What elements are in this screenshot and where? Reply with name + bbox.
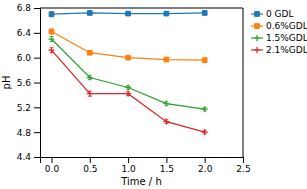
tick-mark (90, 157, 91, 163)
tick-mark (34, 107, 40, 108)
frame-line (40, 8, 243, 9)
tick: 4.8 (17, 128, 40, 138)
point (87, 75, 93, 81)
error-bar (88, 51, 92, 55)
tick-mark (34, 33, 40, 34)
tick-mark (166, 157, 167, 163)
tick-mark (51, 157, 52, 163)
tick-label: 6.8 (17, 3, 32, 13)
point (125, 91, 131, 97)
series (48, 47, 207, 135)
tick-mark (34, 8, 40, 9)
tick-label: 2.0 (198, 164, 213, 174)
point (164, 57, 169, 62)
error-bar (49, 37, 53, 42)
tick: 6.4 (17, 28, 40, 38)
tick-label: 4.4 (17, 152, 32, 162)
legend-item: 0 GDL (251, 9, 294, 19)
point (87, 91, 93, 97)
legend-marker (255, 24, 260, 29)
tick: 0.5 (83, 157, 97, 174)
legend-item: 1.5%GDL (251, 33, 307, 43)
series-line (51, 32, 204, 61)
tick: 2.0 (198, 157, 213, 174)
series (49, 29, 207, 62)
x-axis: 0.0 0.5 1.0 1.5 2.0 2.5 (41, 157, 251, 174)
legend-label: 0 GDL (266, 9, 294, 19)
error-bar (88, 91, 92, 96)
plot-area: 0.0 0.5 1.0 1.5 2.0 2.5 4.4 4.8 5.2 5.6 6.0 6.4 6.8 (17, 3, 251, 174)
point (48, 36, 54, 42)
tick-mark (128, 157, 129, 163)
tick: 5.2 (17, 103, 40, 113)
frame-line (243, 8, 244, 157)
error-bar (49, 48, 53, 53)
legend: 0 GDL 0.6%GDL 1.5%GDL 2.1%GDL (251, 9, 307, 55)
tick: 5.6 (17, 78, 40, 88)
tick-label: 5.2 (17, 103, 31, 113)
tick-label: 4.8 (17, 128, 32, 138)
y-axis: 4.4 4.8 5.2 5.6 6.0 6.4 6.8 (17, 3, 41, 162)
series-line (51, 50, 204, 132)
tick-label: 0.5 (83, 164, 97, 174)
tick: 6.8 (17, 3, 40, 13)
legend-label: 2.1%GDL (266, 45, 307, 55)
tick: 1.5 (160, 157, 174, 174)
legend-label: 1.5%GDL (266, 33, 307, 43)
point (125, 84, 131, 90)
tick-mark (34, 83, 40, 84)
tick: 1.0 (121, 157, 136, 174)
tick-label: 5.6 (17, 78, 32, 88)
tick: 2.5 (236, 157, 250, 174)
error-bar (203, 11, 207, 15)
point (202, 58, 207, 63)
tick-mark (34, 132, 40, 133)
point (87, 50, 92, 55)
tick: 4.4 (17, 152, 40, 162)
point (48, 47, 54, 53)
legend-item: 2.1%GDL (251, 45, 307, 55)
chart-container: 0.0 0.5 1.0 1.5 2.0 2.5 4.4 4.8 5.2 5.6 6.0 6.4 6.8 T… (0, 0, 307, 189)
tick: 0.0 (45, 157, 60, 174)
point (87, 11, 92, 16)
point (164, 11, 169, 16)
tick-label: 6.4 (17, 28, 32, 38)
legend-label: 0.6%GDL (266, 21, 307, 31)
legend-marker (255, 12, 260, 17)
tick-label: 2.5 (236, 164, 250, 174)
point (163, 119, 169, 125)
axis-line (41, 158, 244, 164)
point (163, 101, 169, 107)
point (49, 29, 54, 34)
tick-label: 6.0 (17, 53, 32, 63)
tick-label: 1.0 (121, 164, 136, 174)
chart-svg: 0.0 0.5 1.0 1.5 2.0 2.5 4.4 4.8 5.2 5.6 6.0 6.4 6.8 T… (0, 0, 307, 189)
axis-line (34, 9, 41, 158)
legend-marker (254, 35, 260, 41)
point (202, 129, 208, 135)
y-axis-title: pH (1, 76, 12, 90)
tick-label: 0.0 (45, 164, 60, 174)
legend-marker (254, 47, 260, 53)
point (126, 11, 131, 16)
tick: 6.0 (17, 53, 40, 63)
x-axis-title: Time / h (120, 176, 162, 187)
point (49, 12, 54, 17)
tick-mark (243, 157, 244, 163)
series-line (51, 39, 204, 109)
marks (48, 11, 207, 136)
tick-mark (34, 157, 40, 158)
error-bar (49, 12, 53, 17)
point (202, 11, 207, 16)
series (49, 11, 207, 17)
tick-mark (205, 157, 206, 163)
legend-item: 0.6%GDL (251, 21, 307, 31)
tick-label: 1.5 (160, 164, 174, 174)
error-bar (49, 29, 53, 34)
point (202, 106, 208, 112)
point (126, 55, 131, 60)
tick-mark (34, 58, 40, 59)
